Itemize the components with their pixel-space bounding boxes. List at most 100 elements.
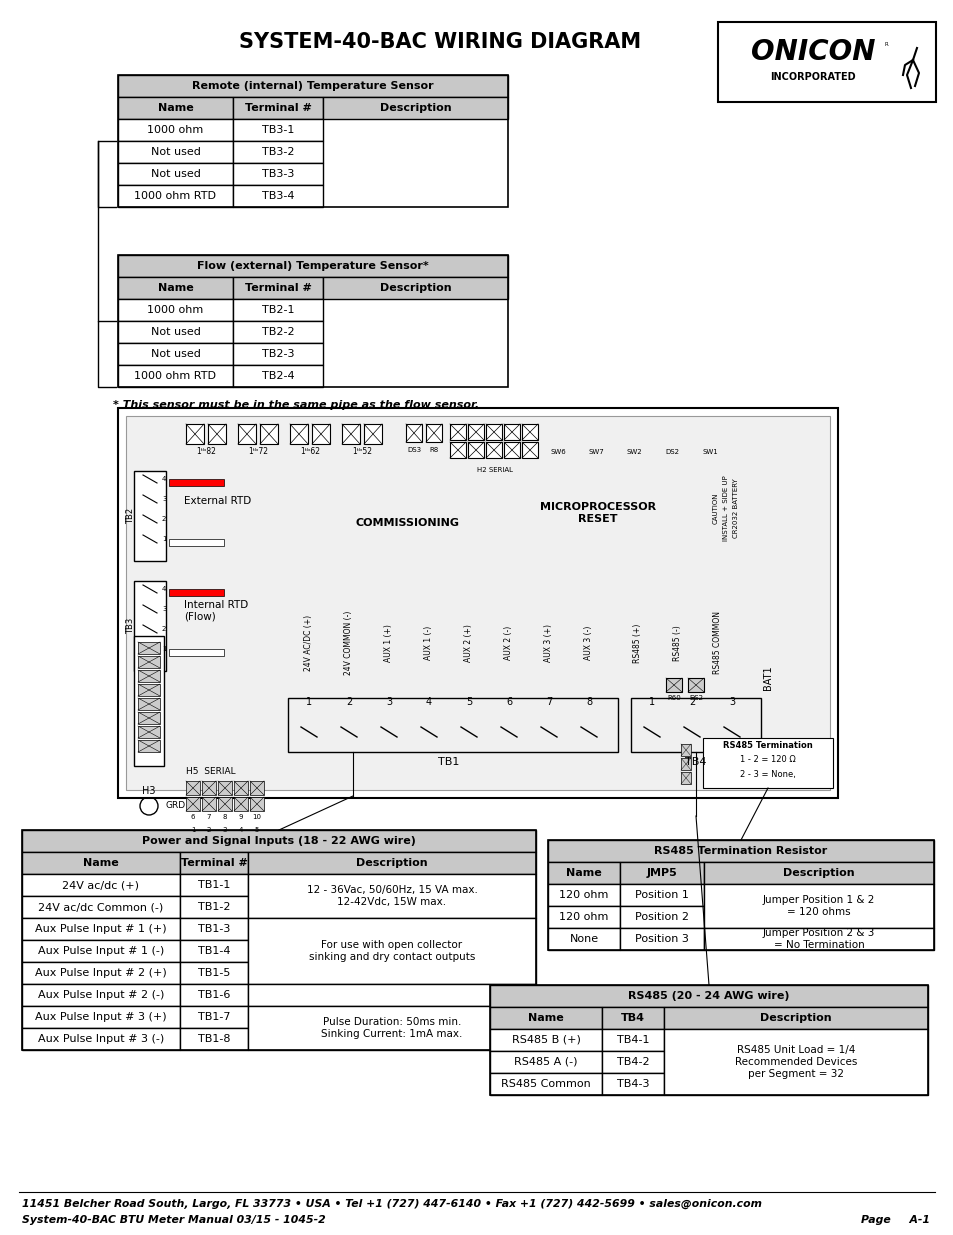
Bar bbox=[468, 424, 483, 440]
Text: 5: 5 bbox=[465, 697, 472, 706]
Text: Name: Name bbox=[528, 1013, 563, 1023]
Text: TB1-7: TB1-7 bbox=[197, 1011, 230, 1023]
Circle shape bbox=[624, 424, 642, 442]
Text: TB1: TB1 bbox=[437, 757, 459, 767]
Circle shape bbox=[718, 718, 745, 746]
Bar bbox=[665, 678, 681, 692]
Text: Position 3: Position 3 bbox=[635, 934, 688, 944]
Text: * This sensor must be in the same pipe as the flow sensor.: * This sensor must be in the same pipe a… bbox=[112, 400, 478, 410]
Text: 1000 ohm RTD: 1000 ohm RTD bbox=[134, 370, 216, 382]
Bar bbox=[118, 254, 507, 277]
Text: DS3: DS3 bbox=[407, 447, 420, 453]
Text: TB1-4: TB1-4 bbox=[197, 946, 230, 956]
Text: RS485 Termination Resistor: RS485 Termination Resistor bbox=[654, 846, 827, 856]
Bar bbox=[138, 698, 160, 710]
Circle shape bbox=[662, 424, 680, 442]
Text: SW1: SW1 bbox=[701, 450, 717, 454]
Bar bbox=[260, 424, 277, 445]
Bar bbox=[521, 424, 537, 440]
Text: Name: Name bbox=[157, 103, 193, 112]
Text: R8: R8 bbox=[429, 447, 438, 453]
Bar bbox=[233, 185, 323, 207]
Bar bbox=[601, 1007, 663, 1029]
Text: AUX 2 (+): AUX 2 (+) bbox=[463, 624, 473, 662]
Circle shape bbox=[294, 718, 323, 746]
Bar bbox=[118, 254, 507, 387]
Text: Description: Description bbox=[782, 868, 854, 878]
Text: RS485 (20 - 24 AWG wire): RS485 (20 - 24 AWG wire) bbox=[628, 990, 789, 1002]
Bar bbox=[118, 185, 233, 207]
Text: Position 1: Position 1 bbox=[635, 890, 688, 900]
Circle shape bbox=[415, 718, 442, 746]
Text: Power and Signal Inputs (18 - 22 AWG wire): Power and Signal Inputs (18 - 22 AWG wir… bbox=[142, 836, 416, 846]
Text: 3: 3 bbox=[162, 606, 167, 613]
Bar bbox=[288, 698, 618, 752]
Bar bbox=[680, 743, 690, 756]
Bar bbox=[118, 141, 233, 163]
Bar bbox=[233, 343, 323, 366]
Bar bbox=[169, 479, 224, 487]
Bar bbox=[118, 299, 233, 321]
Text: TB3-2: TB3-2 bbox=[261, 147, 294, 157]
Text: TB4: TB4 bbox=[620, 1013, 644, 1023]
Text: RS485 Common: RS485 Common bbox=[500, 1079, 590, 1089]
Circle shape bbox=[142, 621, 158, 637]
Bar bbox=[180, 1028, 248, 1050]
Bar bbox=[718, 22, 935, 103]
Text: TB1-3: TB1-3 bbox=[197, 924, 230, 934]
Text: RS485 COMMON: RS485 COMMON bbox=[712, 611, 721, 674]
Text: Aux Pulse Input # 3 (+): Aux Pulse Input # 3 (+) bbox=[35, 1011, 167, 1023]
Bar bbox=[22, 1007, 180, 1028]
Circle shape bbox=[455, 718, 482, 746]
Text: RS485 Unit Load = 1/4
Recommended Devices
per Segment = 32: RS485 Unit Load = 1/4 Recommended Device… bbox=[734, 1045, 857, 1078]
Bar bbox=[22, 830, 536, 852]
Bar bbox=[126, 416, 829, 790]
Bar bbox=[450, 424, 465, 440]
Text: AUX 3 (-): AUX 3 (-) bbox=[583, 626, 593, 661]
Text: TB3-1: TB3-1 bbox=[261, 125, 294, 135]
Polygon shape bbox=[727, 558, 792, 668]
Text: Aux Pulse Input # 1 (-): Aux Pulse Input # 1 (-) bbox=[38, 946, 164, 956]
Bar bbox=[22, 918, 180, 940]
Bar bbox=[180, 874, 248, 897]
Text: External RTD: External RTD bbox=[184, 496, 251, 506]
Circle shape bbox=[142, 580, 158, 597]
Text: Remote (internal) Temperature Sensor: Remote (internal) Temperature Sensor bbox=[192, 82, 434, 91]
Circle shape bbox=[548, 424, 566, 442]
Bar bbox=[250, 797, 264, 811]
Bar bbox=[118, 75, 507, 98]
Text: 3: 3 bbox=[222, 827, 227, 832]
Text: Name: Name bbox=[565, 868, 601, 878]
Bar bbox=[169, 650, 224, 656]
Text: TB2-1: TB2-1 bbox=[261, 305, 294, 315]
Bar bbox=[186, 781, 200, 795]
Text: Aux Pulse Input # 1 (+): Aux Pulse Input # 1 (+) bbox=[35, 924, 167, 934]
Text: R: R bbox=[883, 42, 887, 47]
Bar bbox=[22, 874, 180, 897]
Text: BAT1: BAT1 bbox=[762, 666, 772, 690]
Text: Terminal #: Terminal # bbox=[180, 858, 247, 868]
Bar bbox=[180, 940, 248, 962]
Text: 2: 2 bbox=[162, 626, 166, 632]
Bar bbox=[680, 772, 690, 784]
Bar bbox=[323, 98, 507, 119]
Text: INSTALL + SIDE UP: INSTALL + SIDE UP bbox=[722, 475, 728, 541]
Bar bbox=[450, 442, 465, 458]
Bar bbox=[22, 897, 180, 918]
Bar bbox=[138, 713, 160, 724]
Text: DS2: DS2 bbox=[664, 450, 679, 454]
Text: R60: R60 bbox=[666, 695, 680, 701]
Text: 8: 8 bbox=[585, 697, 592, 706]
Text: 5: 5 bbox=[254, 827, 259, 832]
Text: 1: 1 bbox=[162, 646, 167, 652]
Text: H2 SERIAL: H2 SERIAL bbox=[476, 467, 513, 473]
Text: 1 - 2 = 120 Ω: 1 - 2 = 120 Ω bbox=[740, 756, 795, 764]
Text: Jumper Position 2 & 3
= No Termination: Jumper Position 2 & 3 = No Termination bbox=[762, 929, 874, 950]
Bar bbox=[233, 141, 323, 163]
Text: 2: 2 bbox=[688, 697, 695, 706]
Text: Not used: Not used bbox=[151, 147, 200, 157]
Bar bbox=[680, 758, 690, 769]
Bar bbox=[630, 698, 760, 752]
Bar bbox=[233, 797, 248, 811]
Text: 10: 10 bbox=[253, 814, 261, 820]
